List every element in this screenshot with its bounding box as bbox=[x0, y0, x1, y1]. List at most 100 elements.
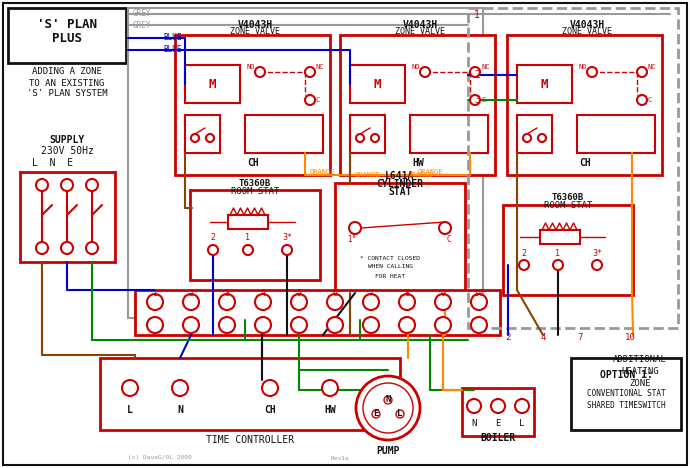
Text: WHEN CALLING: WHEN CALLING bbox=[368, 264, 413, 270]
Circle shape bbox=[587, 67, 597, 77]
Bar bbox=[350, 115, 385, 153]
Circle shape bbox=[282, 245, 292, 255]
Text: 5: 5 bbox=[297, 290, 302, 299]
Text: HW: HW bbox=[324, 405, 336, 415]
Circle shape bbox=[147, 294, 163, 310]
Circle shape bbox=[420, 67, 430, 77]
Text: TO AN EXISTING: TO AN EXISTING bbox=[30, 79, 105, 88]
Circle shape bbox=[349, 222, 361, 234]
Text: GREY: GREY bbox=[133, 9, 152, 19]
Text: 1: 1 bbox=[555, 249, 560, 257]
Text: ROOM STAT: ROOM STAT bbox=[544, 202, 592, 211]
Circle shape bbox=[122, 380, 138, 396]
Circle shape bbox=[637, 95, 647, 105]
Circle shape bbox=[471, 294, 487, 310]
Text: 3*: 3* bbox=[282, 234, 292, 242]
Circle shape bbox=[491, 399, 505, 413]
Text: 9: 9 bbox=[440, 290, 446, 299]
Circle shape bbox=[356, 134, 364, 142]
Bar bbox=[100, 358, 400, 430]
Text: FOR HEAT: FOR HEAT bbox=[375, 273, 405, 278]
Circle shape bbox=[523, 134, 531, 142]
Text: L: L bbox=[127, 405, 133, 415]
Text: Rev1a: Rev1a bbox=[331, 455, 349, 461]
Text: 7: 7 bbox=[368, 290, 373, 299]
Text: 2: 2 bbox=[474, 70, 480, 80]
Bar bbox=[228, 215, 268, 229]
Text: NC: NC bbox=[648, 64, 656, 70]
Text: (c) DaveG/OL 2009: (c) DaveG/OL 2009 bbox=[128, 455, 192, 461]
Bar bbox=[185, 115, 220, 153]
Circle shape bbox=[327, 317, 343, 333]
Text: 2: 2 bbox=[522, 249, 526, 257]
Bar bbox=[410, 115, 488, 153]
Circle shape bbox=[384, 396, 392, 404]
Text: BLUE: BLUE bbox=[163, 34, 181, 43]
Text: 'S' PLAN SYSTEM: 'S' PLAN SYSTEM bbox=[27, 89, 108, 98]
Bar bbox=[340, 35, 495, 175]
Circle shape bbox=[363, 317, 379, 333]
Bar bbox=[517, 65, 572, 103]
Text: ZONE VALVE: ZONE VALVE bbox=[395, 27, 445, 36]
Text: 1: 1 bbox=[246, 234, 250, 242]
Text: V4043H: V4043H bbox=[569, 20, 604, 30]
Bar bbox=[507, 35, 662, 175]
Circle shape bbox=[467, 399, 481, 413]
Circle shape bbox=[291, 317, 307, 333]
Circle shape bbox=[191, 134, 199, 142]
Circle shape bbox=[470, 95, 480, 105]
Bar bbox=[571, 358, 681, 430]
Bar bbox=[20, 172, 115, 262]
Bar bbox=[350, 65, 405, 103]
Bar bbox=[8, 8, 126, 63]
Text: N: N bbox=[177, 405, 183, 415]
Text: HW: HW bbox=[412, 158, 424, 168]
Circle shape bbox=[243, 245, 253, 255]
Circle shape bbox=[470, 67, 480, 77]
Bar bbox=[190, 190, 320, 280]
Text: 1: 1 bbox=[474, 10, 480, 20]
Circle shape bbox=[305, 67, 315, 77]
Text: 2: 2 bbox=[505, 334, 511, 343]
Circle shape bbox=[327, 294, 343, 310]
Circle shape bbox=[435, 317, 451, 333]
Bar bbox=[577, 115, 655, 153]
Bar bbox=[462, 388, 534, 436]
Circle shape bbox=[61, 242, 73, 254]
Circle shape bbox=[372, 410, 380, 418]
Circle shape bbox=[255, 294, 271, 310]
Text: ORANGE: ORANGE bbox=[418, 169, 444, 175]
Text: 10: 10 bbox=[474, 290, 484, 299]
Text: L641A: L641A bbox=[385, 171, 415, 181]
Text: ZONE: ZONE bbox=[629, 380, 651, 388]
Text: 3*: 3* bbox=[592, 249, 602, 257]
Circle shape bbox=[399, 317, 415, 333]
Text: 2: 2 bbox=[210, 234, 215, 242]
Text: HEATING: HEATING bbox=[621, 367, 659, 376]
Circle shape bbox=[553, 260, 563, 270]
Text: T6360B: T6360B bbox=[239, 178, 271, 188]
Circle shape bbox=[36, 242, 48, 254]
Text: NO: NO bbox=[246, 64, 255, 70]
Text: CONVENTIONAL STAT: CONVENTIONAL STAT bbox=[586, 388, 665, 397]
Text: V4043H: V4043H bbox=[402, 20, 437, 30]
Circle shape bbox=[206, 134, 214, 142]
Text: CH: CH bbox=[264, 405, 276, 415]
Circle shape bbox=[147, 317, 163, 333]
Text: L: L bbox=[520, 418, 524, 427]
Text: NC: NC bbox=[316, 64, 324, 70]
Text: CYLINDER: CYLINDER bbox=[377, 179, 424, 189]
Text: 4: 4 bbox=[261, 290, 266, 299]
Text: ORANGE: ORANGE bbox=[408, 172, 433, 178]
Bar bbox=[135, 290, 500, 335]
Text: V4043H: V4043H bbox=[237, 20, 273, 30]
Text: E: E bbox=[495, 418, 501, 427]
Bar bbox=[468, 8, 678, 328]
Circle shape bbox=[515, 399, 529, 413]
Text: C: C bbox=[481, 97, 485, 103]
Bar bbox=[245, 115, 323, 153]
Text: TIME CONTROLLER: TIME CONTROLLER bbox=[206, 435, 294, 445]
Circle shape bbox=[637, 67, 647, 77]
Text: ADDITIONAL: ADDITIONAL bbox=[613, 356, 667, 365]
Text: ZONE VALVE: ZONE VALVE bbox=[230, 27, 280, 36]
